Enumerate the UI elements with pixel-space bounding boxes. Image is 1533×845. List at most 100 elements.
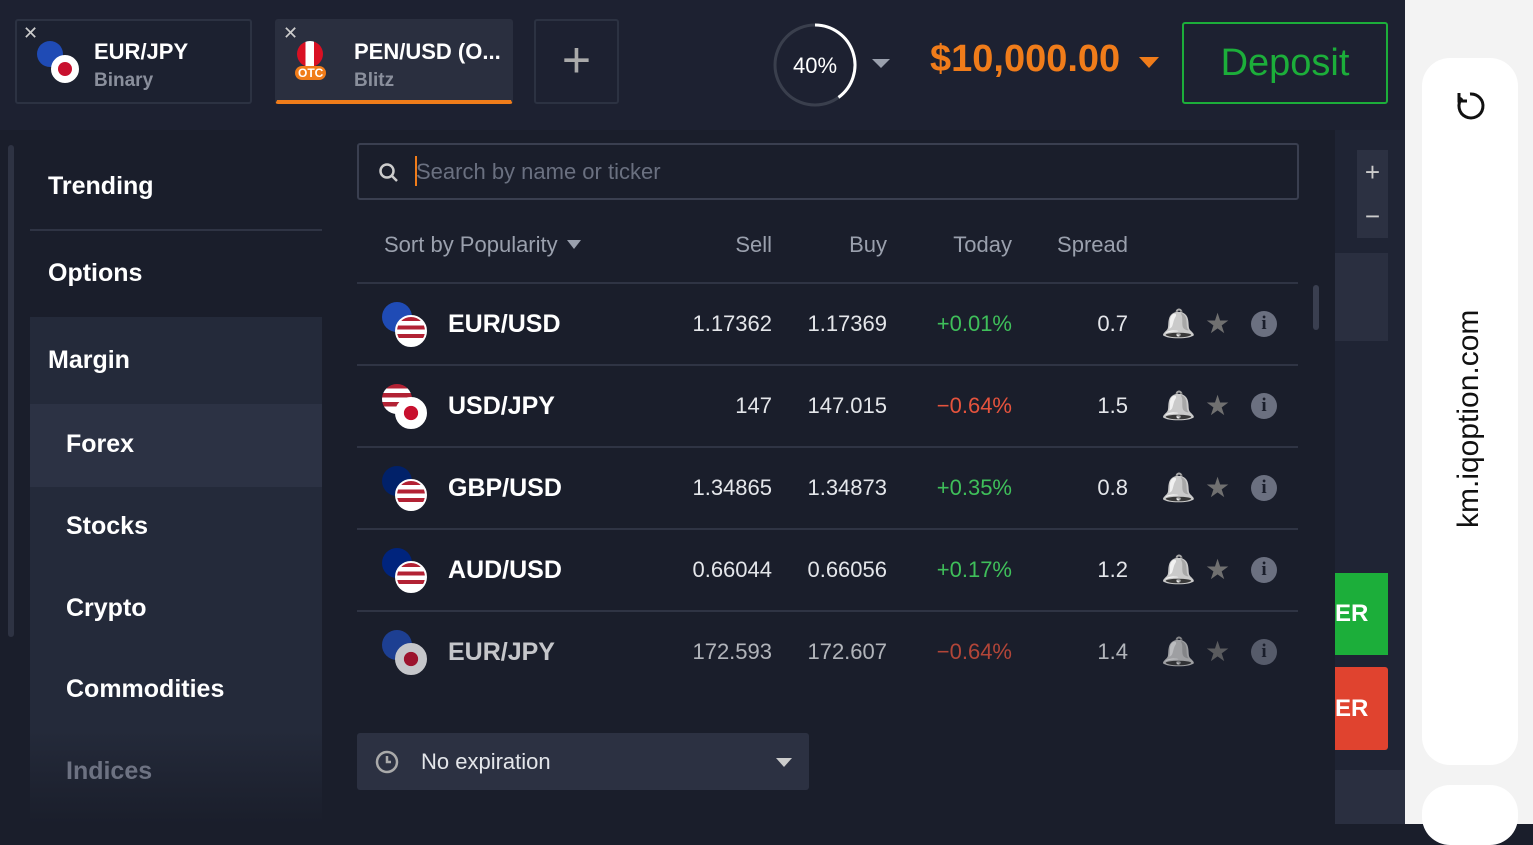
flag [395, 397, 427, 429]
divider [357, 364, 1298, 366]
selected-item [30, 404, 322, 487]
alert-icon[interactable]: 🔔 [1161, 390, 1196, 421]
add-tab[interactable]: + [534, 19, 619, 104]
nav-item[interactable]: Trending [48, 172, 154, 200]
dropdown-icon [872, 59, 890, 68]
cell: 0.8 [1097, 475, 1128, 500]
close-icon[interactable]: ✕ [283, 23, 299, 43]
asset-name: AUD/USD [448, 556, 562, 584]
cell: 1.34873 [807, 475, 887, 500]
alert-icon[interactable]: 🔔 [1161, 472, 1196, 503]
divider [357, 610, 1298, 612]
expiration-select[interactable]: No expiration [357, 733, 809, 790]
progress[interactable]: 40% [770, 20, 900, 110]
nav-item[interactable]: Forex [66, 430, 135, 458]
alert-icon[interactable]: 🔔 [1161, 554, 1196, 585]
page: ✕ EUR/JPY Binary ✕ OTC PEN/USD (O... Bli… [8, 0, 1533, 845]
otc-badge: OTC [295, 66, 327, 80]
cell: +0.01% [936, 311, 1012, 336]
url: km.iqoption.com [1452, 309, 1485, 528]
favorite-icon[interactable]: ★ [1205, 308, 1231, 339]
side-panel: + − ER ER [1335, 130, 1405, 824]
nav-item[interactable]: Crypto [66, 594, 147, 622]
nav-item[interactable]: Margin [48, 346, 130, 374]
nav-item[interactable]: Indices [66, 757, 153, 785]
divider [357, 282, 1298, 284]
progress-label: 40% [793, 53, 837, 78]
info-icon[interactable]: i [1251, 557, 1277, 583]
nav-item[interactable]: Commodities [66, 675, 225, 703]
info-icon[interactable]: i [1251, 639, 1277, 665]
column-header[interactable]: Spread [1057, 232, 1128, 257]
info-icon[interactable]: i [1251, 475, 1277, 501]
fade [30, 730, 322, 824]
cell: +0.35% [936, 475, 1012, 500]
zoom[interactable]: + − [1357, 150, 1388, 238]
cell: 1.17369 [807, 311, 887, 336]
divider [30, 229, 322, 231]
cell: 0.66044 [692, 557, 772, 582]
tab-card [1422, 785, 1518, 845]
cell: 147 [735, 393, 772, 418]
tab-mode: Blitz [354, 70, 395, 91]
column-header[interactable]: Today [953, 232, 1012, 257]
search-icon [379, 163, 398, 182]
column-header[interactable]: Buy [849, 232, 887, 257]
info-icon[interactable]: i [1251, 393, 1277, 419]
info-icon[interactable]: i [1251, 311, 1277, 337]
balance-caret[interactable] [1138, 56, 1160, 70]
flag [395, 315, 427, 347]
asset-row[interactable]: AUD/USD 0.66044 0.66056 +0.17% 1.2 🔔 ★ i [357, 529, 1298, 612]
divider [357, 446, 1298, 448]
nav-item[interactable]: Stocks [66, 512, 148, 540]
tab-mode: Binary [94, 70, 154, 91]
favorite-icon[interactable]: ★ [1205, 390, 1231, 421]
search-box[interactable]: Search by name or ticker [357, 143, 1299, 200]
dropdown-icon [776, 758, 792, 767]
asset-row[interactable]: EUR/JPY 172.593 172.607 −0.64% 1.4 🔔 ★ i [357, 611, 1298, 693]
reload-icon[interactable] [1452, 88, 1488, 124]
cell: 1.17362 [692, 311, 772, 336]
cell: 0.7 [1097, 311, 1128, 336]
cell: 172.593 [692, 639, 772, 664]
expiration-label: No expiration [421, 749, 551, 774]
asset-row[interactable]: GBP/USD 1.34865 1.34873 +0.35% 0.8 🔔 ★ i [357, 447, 1298, 530]
balance[interactable]: $10,000.00 [930, 38, 1121, 80]
buy-button[interactable]: ER [1335, 573, 1388, 655]
tab[interactable]: ✕ EUR/JPY Binary [15, 19, 252, 104]
asset-row[interactable]: EUR/USD 1.17362 1.17369 +0.01% 0.7 🔔 ★ i [357, 283, 1298, 366]
panel-block [1335, 770, 1405, 824]
scrollbar [8, 145, 14, 637]
flag [297, 41, 323, 67]
sell-button[interactable]: ER [1335, 667, 1388, 750]
favorite-icon[interactable]: ★ [1205, 636, 1231, 667]
sort-dropdown[interactable]: Sort by Popularity [384, 232, 558, 257]
asset-row[interactable]: USD/JPY 147 147.015 −0.64% 1.5 🔔 ★ i [357, 365, 1298, 448]
table-scrollbar [1313, 285, 1319, 330]
flag-dot [58, 62, 72, 76]
favorite-icon[interactable]: ★ [1205, 472, 1231, 503]
nav-item[interactable]: Options [48, 259, 143, 287]
favorite-icon[interactable]: ★ [1205, 554, 1231, 585]
address-card: km.iqoption.com [1422, 58, 1518, 765]
alert-icon[interactable]: 🔔 [1161, 308, 1196, 339]
tab-active[interactable]: ✕ OTC PEN/USD (O... Blitz [275, 19, 513, 104]
alert-icon[interactable]: 🔔 [1161, 636, 1196, 667]
cell: 172.607 [807, 639, 887, 664]
asset-name: EUR/USD [448, 310, 561, 338]
asset-name: EUR/JPY [448, 638, 555, 666]
close-icon[interactable]: ✕ [23, 23, 39, 43]
caret [415, 156, 417, 186]
search-placeholder: Search by name or ticker [416, 159, 661, 184]
flag [395, 479, 427, 511]
cell: 1.4 [1097, 639, 1128, 664]
flag [51, 55, 79, 83]
sort-caret [567, 240, 581, 249]
cell: −0.64% [936, 639, 1012, 664]
cell: −0.64% [936, 393, 1012, 418]
column-header[interactable]: Sell [735, 232, 772, 257]
cell: 1.34865 [692, 475, 772, 500]
progress-arc [814, 23, 857, 99]
deposit-button[interactable]: Deposit [1182, 22, 1388, 104]
panel-block [1335, 253, 1388, 341]
